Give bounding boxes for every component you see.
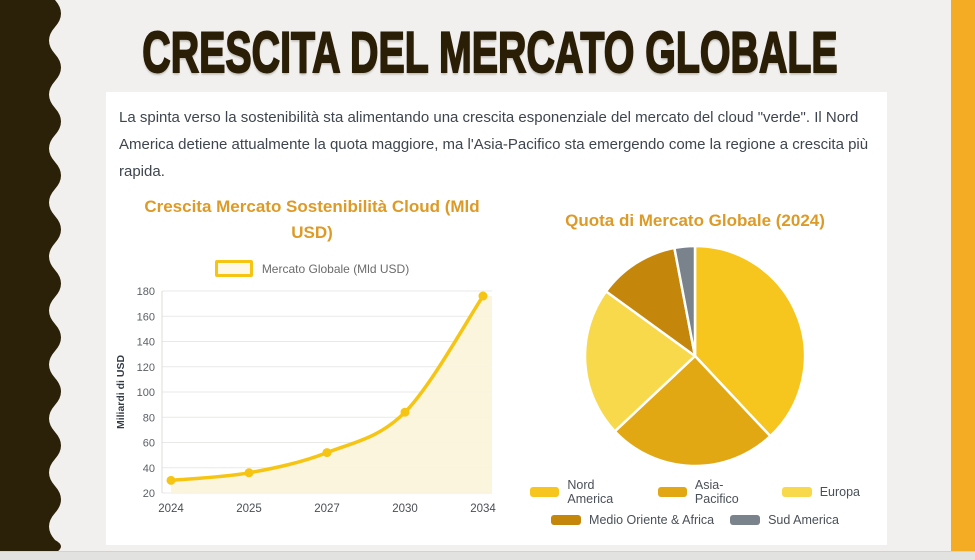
pie-slice-1 (693, 244, 807, 437)
y-tick-label: 40 (143, 463, 155, 475)
data-point-marker (322, 448, 332, 458)
y-tick-label: 80 (143, 412, 155, 424)
y-tick-label: 60 (143, 438, 155, 450)
x-tick-label: 2027 (314, 503, 340, 515)
legend-item: Asia-Pacifico (657, 477, 766, 506)
data-point-marker (400, 407, 410, 417)
legend-swatch (551, 514, 582, 525)
legend-label: Medio Oriente & Africa (589, 512, 715, 527)
legend-label: Mercato Globale (Mld USD) (261, 261, 410, 276)
legend-swatch (730, 514, 761, 525)
pie-slice-4 (604, 246, 697, 357)
y-axis-title: Miliardi di USD (115, 355, 127, 430)
pie-chart-block: Quota di Mercato Globale (2024) Nord Ame… (530, 208, 860, 527)
pie-slice-5 (673, 244, 697, 357)
content-panel: La spinta verso la sostenibilità sta ali… (106, 92, 887, 545)
line-series (169, 294, 485, 483)
x-tick-label: 2034 (470, 503, 496, 515)
line-chart: 20 40 60 80 100 120 140 160 180 Miliardi di USD 20… (115, 286, 496, 515)
legend-item: Nord America (530, 478, 642, 506)
y-tick-label: 180 (137, 286, 155, 298)
legend-label: Asia-Pacifico (694, 477, 739, 506)
legend-label: Europa (819, 484, 860, 499)
pie-legend-row: Medio Oriente & Africa Sud America (530, 513, 860, 527)
data-point-marker (166, 475, 176, 485)
line-chart-block: Crescita Mercato Sostenibilità Cloud (Ml… (114, 194, 510, 525)
y-tick-label: 140 (137, 337, 155, 349)
legend-swatch (214, 260, 253, 277)
legend-swatch (657, 486, 687, 497)
pie-slice-3 (583, 289, 697, 433)
y-tick-label: 20 (143, 488, 155, 500)
intro-paragraph: La spinta verso la sostenibilità sta ali… (119, 109, 869, 180)
legend-item: Sud America (730, 513, 839, 527)
legend-swatch (530, 486, 560, 497)
pie-chart-legend: Nord America Asia-Pacifico Europa Medio Ori… (530, 478, 860, 527)
pie-chart (583, 244, 807, 467)
y-tick-label: 160 (137, 311, 155, 323)
x-tick-label: 2024 (158, 503, 184, 515)
slide-title: CRESCITA DEL MERCATO GLOBALE (142, 21, 839, 86)
line-chart-title: Crescita Mercato Sostenibilità Cloud (Ml… (144, 197, 480, 242)
line-chart-legend: Mercato Globale (Mld USD) (114, 260, 510, 277)
left-wave-decoration (0, 0, 61, 553)
y-tick-label: 100 (137, 387, 155, 399)
pie-chart-title: Quota di Mercato Globale (2024) (565, 211, 825, 230)
line-area-fill (171, 296, 492, 493)
legend-item: Europa (781, 484, 860, 499)
legend-swatch (781, 486, 812, 497)
right-accent-bar (951, 0, 975, 553)
pie-slice-2 (613, 354, 772, 467)
pie-legend-row: Nord America Asia-Pacifico Europa (530, 478, 860, 506)
data-point-marker (244, 468, 254, 478)
legend-label: Nord America (567, 477, 614, 506)
y-tick-label: 120 (137, 362, 155, 374)
data-point-marker (478, 291, 488, 301)
x-tick-label: 2025 (236, 503, 262, 515)
legend-item: Medio Oriente & Africa (551, 513, 714, 527)
x-tick-label: 2030 (392, 503, 418, 515)
legend-label: Sud America (768, 512, 839, 527)
window-bottom-strip (0, 551, 975, 560)
